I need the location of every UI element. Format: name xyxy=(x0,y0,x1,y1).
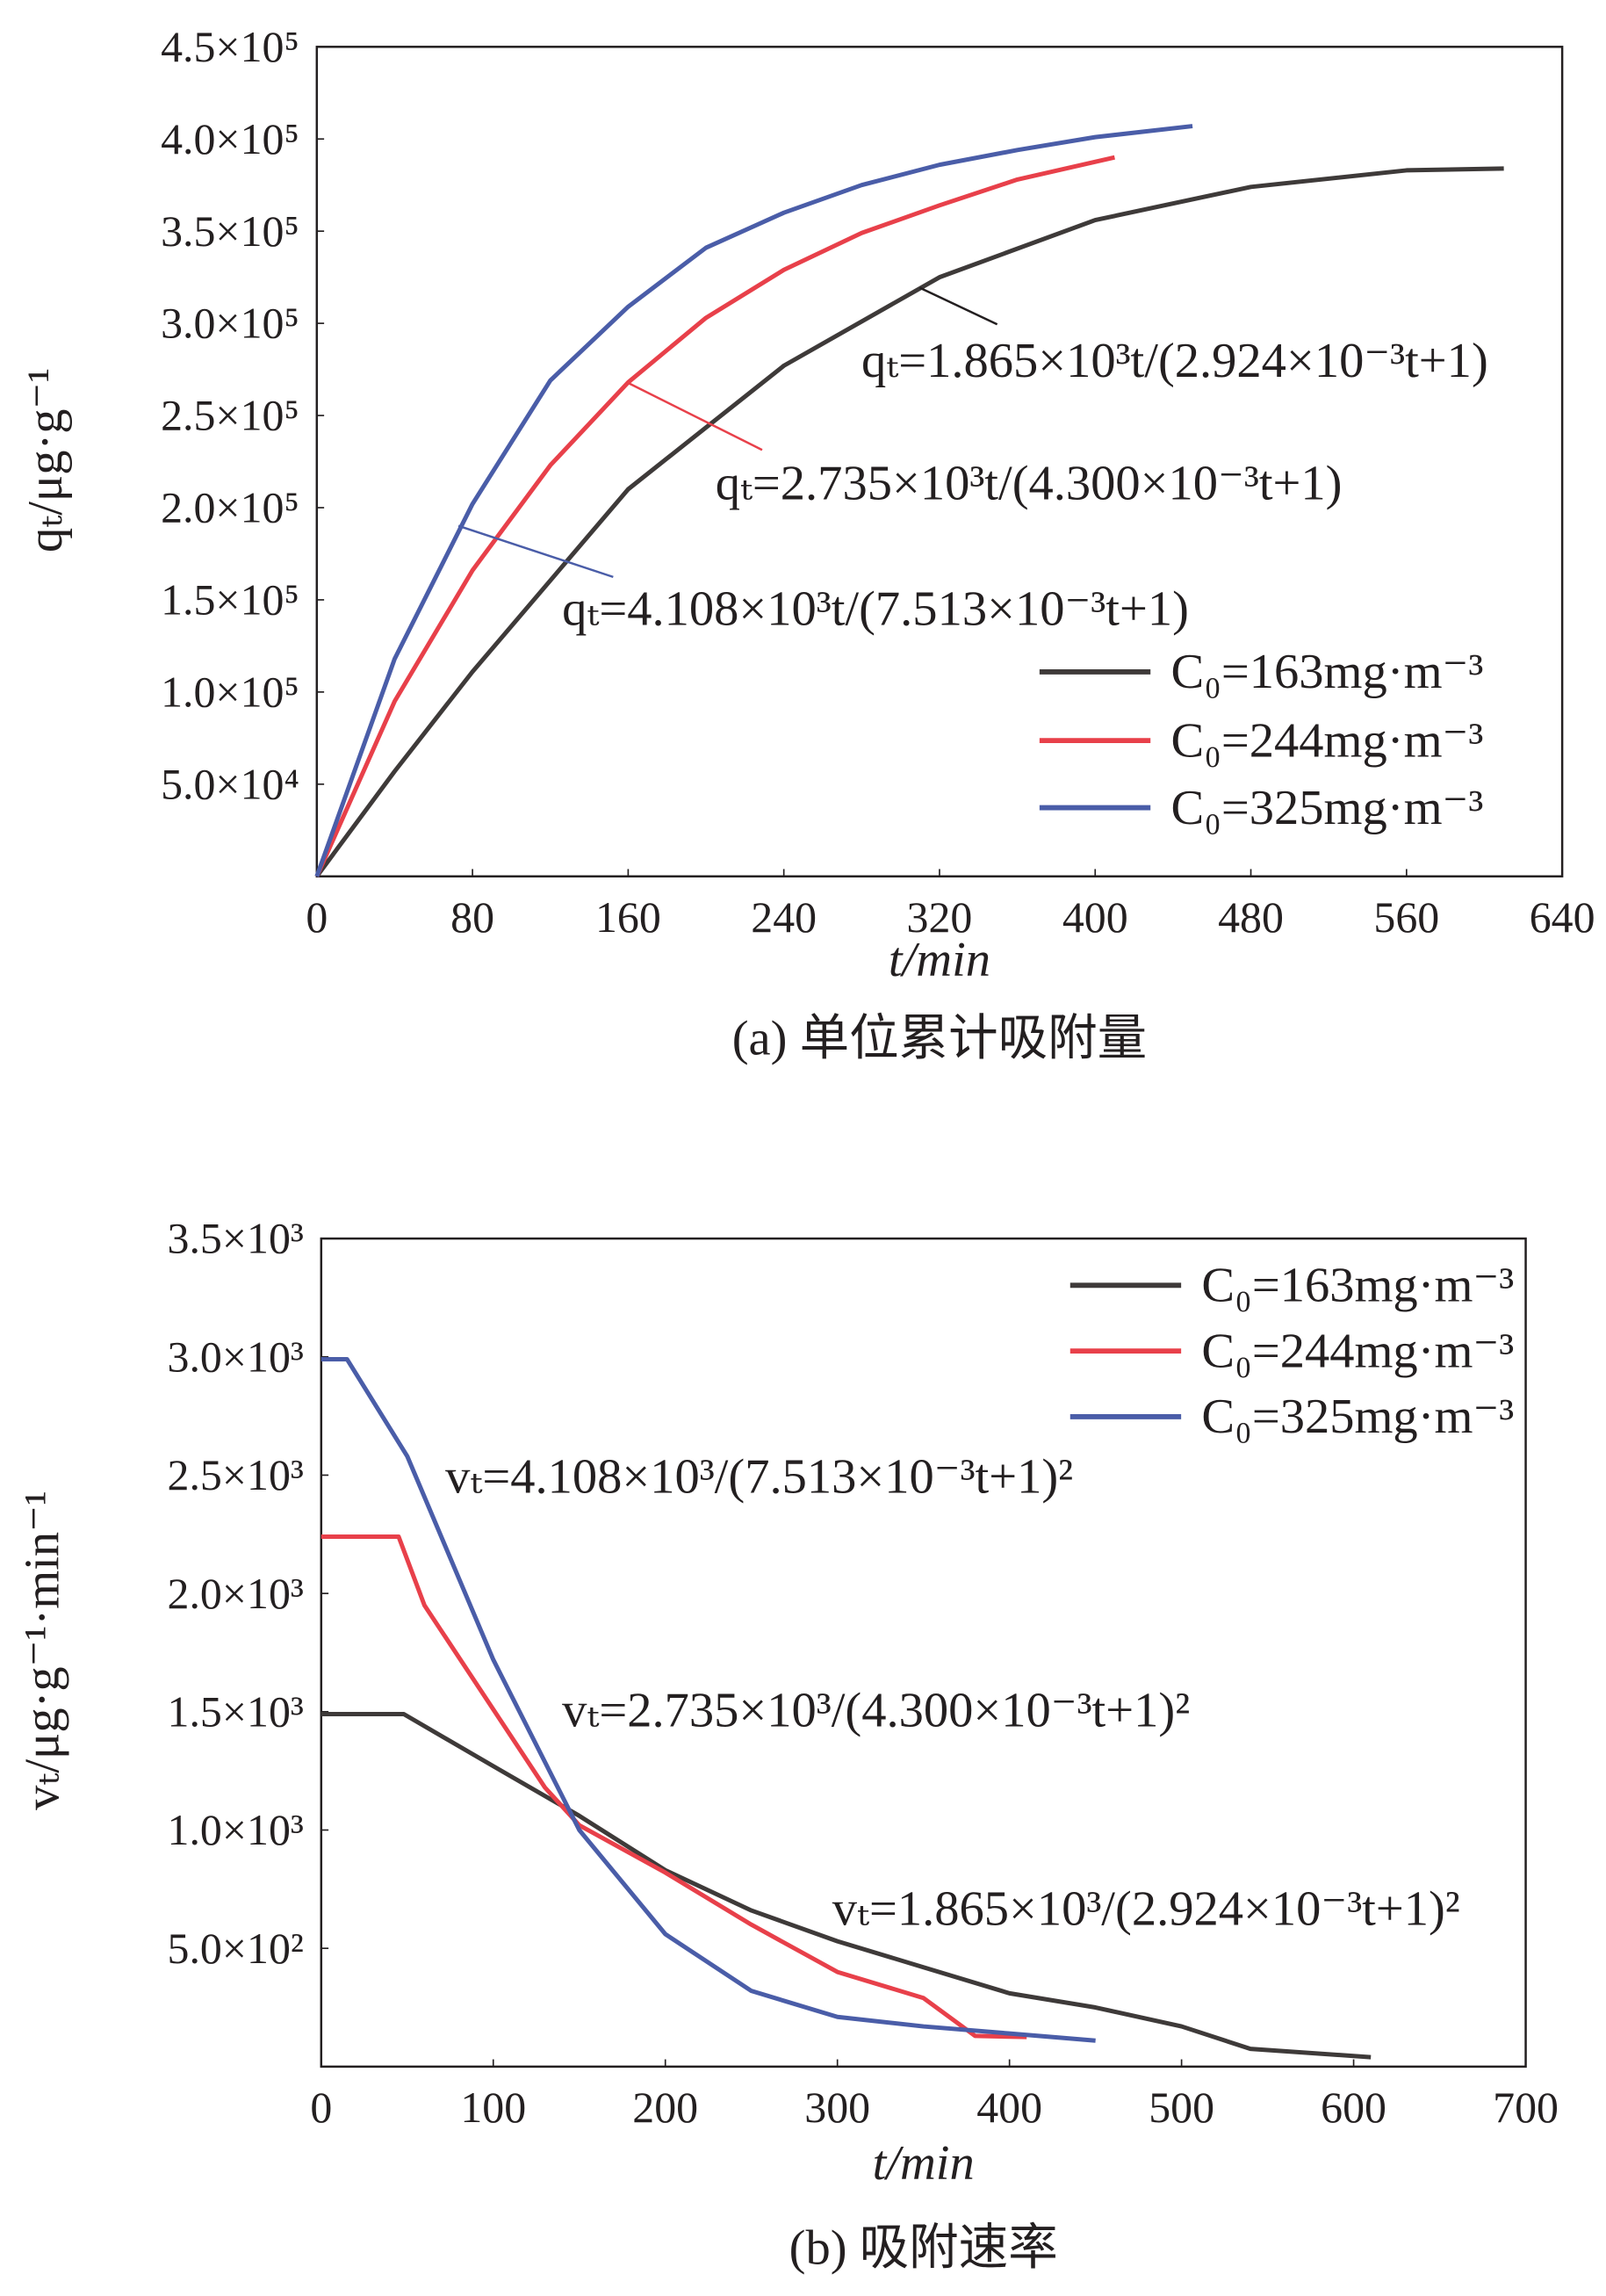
y-tick-label: 1.0×10⁵ xyxy=(161,668,299,716)
y-tick-label: 3.0×10³ xyxy=(168,1332,304,1381)
x-tick-label: 200 xyxy=(632,2083,698,2132)
x-tick-label: 300 xyxy=(804,2083,870,2132)
legend-label: C₀=244mg·m⁻³ xyxy=(1171,713,1484,768)
plot-frame xyxy=(320,1237,1527,2069)
x-tick-label: 240 xyxy=(751,893,817,942)
x-tick-label: 400 xyxy=(976,2083,1042,2132)
caption: (a) 单位累计吸附量 xyxy=(732,1012,1147,1066)
x-tick-label: 0 xyxy=(310,2083,332,2132)
y-tick-label: 2.0×10³ xyxy=(168,1570,304,1618)
annotation-leader xyxy=(457,524,614,579)
y-tick-label: 2.5×10⁵ xyxy=(161,392,299,440)
y-tick-label: 2.0×10⁵ xyxy=(161,484,299,532)
legend-label: C₀=325mg·m⁻³ xyxy=(1171,781,1484,835)
x-tick-label: 100 xyxy=(460,2083,526,2132)
x-tick-label: 560 xyxy=(1373,893,1439,942)
legend-label: C₀=163mg·m⁻³ xyxy=(1201,1259,1514,1313)
annotation: vₜ=1.865×10³/(2.924×10⁻³t+1)² xyxy=(832,1882,1460,1937)
y-tick-label: 5.0×10² xyxy=(168,1924,304,1973)
data-line xyxy=(314,166,1504,878)
x-tick-label: 80 xyxy=(450,893,494,942)
data-line xyxy=(320,1712,1372,2060)
y-tick-label: 5.0×10⁴ xyxy=(161,760,299,808)
y-tick-label: 3.5×10⁵ xyxy=(161,207,299,256)
data-line xyxy=(320,1356,1096,2043)
y-axis-label: vₜ/μg·g⁻¹·min⁻¹ xyxy=(16,1491,70,1810)
annotation: qₜ=1.865×10³t/(2.924×10⁻³t+1) xyxy=(861,334,1488,388)
data-line xyxy=(314,155,1115,877)
x-axis-label: t/min xyxy=(889,933,990,987)
x-tick-label: 0 xyxy=(306,893,328,942)
y-tick-label: 1.5×10³ xyxy=(168,1687,304,1736)
y-tick-label: 3.0×10⁵ xyxy=(161,300,299,348)
legend-label: C₀=325mg·m⁻³ xyxy=(1201,1390,1514,1444)
y-tick-label: 4.5×10⁵ xyxy=(161,23,299,71)
x-tick-label: 400 xyxy=(1062,893,1128,942)
x-tick-label: 480 xyxy=(1218,893,1284,942)
annotation-leader xyxy=(627,381,763,451)
y-tick-label: 3.5×10³ xyxy=(168,1215,304,1263)
annotation: vₜ=4.108×10³/(7.513×10⁻³t+1)² xyxy=(445,1449,1073,1504)
y-axis-label: qₜ/μg·g⁻¹ xyxy=(18,368,73,552)
y-tick-label: 1.0×10³ xyxy=(168,1806,304,1854)
annotation: vₜ=2.735×10³/(4.300×10⁻³t+1)² xyxy=(562,1683,1190,1737)
x-tick-label: 600 xyxy=(1321,2083,1386,2132)
x-tick-label: 640 xyxy=(1530,893,1595,942)
x-tick-label: 700 xyxy=(1493,2083,1559,2132)
legend-label: C₀=244mg·m⁻³ xyxy=(1201,1324,1514,1378)
x-axis-label: t/min xyxy=(873,2136,975,2191)
y-tick-label: 2.5×10³ xyxy=(168,1451,304,1499)
x-tick-label: 160 xyxy=(595,893,661,942)
data-line xyxy=(320,1534,1027,2040)
caption: (b) 吸附速率 xyxy=(789,2220,1058,2275)
annotation: qₜ=4.108×10³t/(7.513×10⁻³t+1) xyxy=(562,582,1189,637)
annotation: qₜ=2.735×10³t/(4.300×10⁻³t+1) xyxy=(716,457,1343,511)
x-tick-label: 320 xyxy=(907,893,973,942)
x-tick-label: 500 xyxy=(1149,2083,1214,2132)
y-tick-label: 1.5×10⁵ xyxy=(161,576,299,625)
data-line xyxy=(314,124,1193,877)
y-tick-label: 4.0×10⁵ xyxy=(161,115,299,163)
annotation-leader xyxy=(918,286,998,326)
legend-label: C₀=163mg·m⁻³ xyxy=(1171,645,1484,699)
